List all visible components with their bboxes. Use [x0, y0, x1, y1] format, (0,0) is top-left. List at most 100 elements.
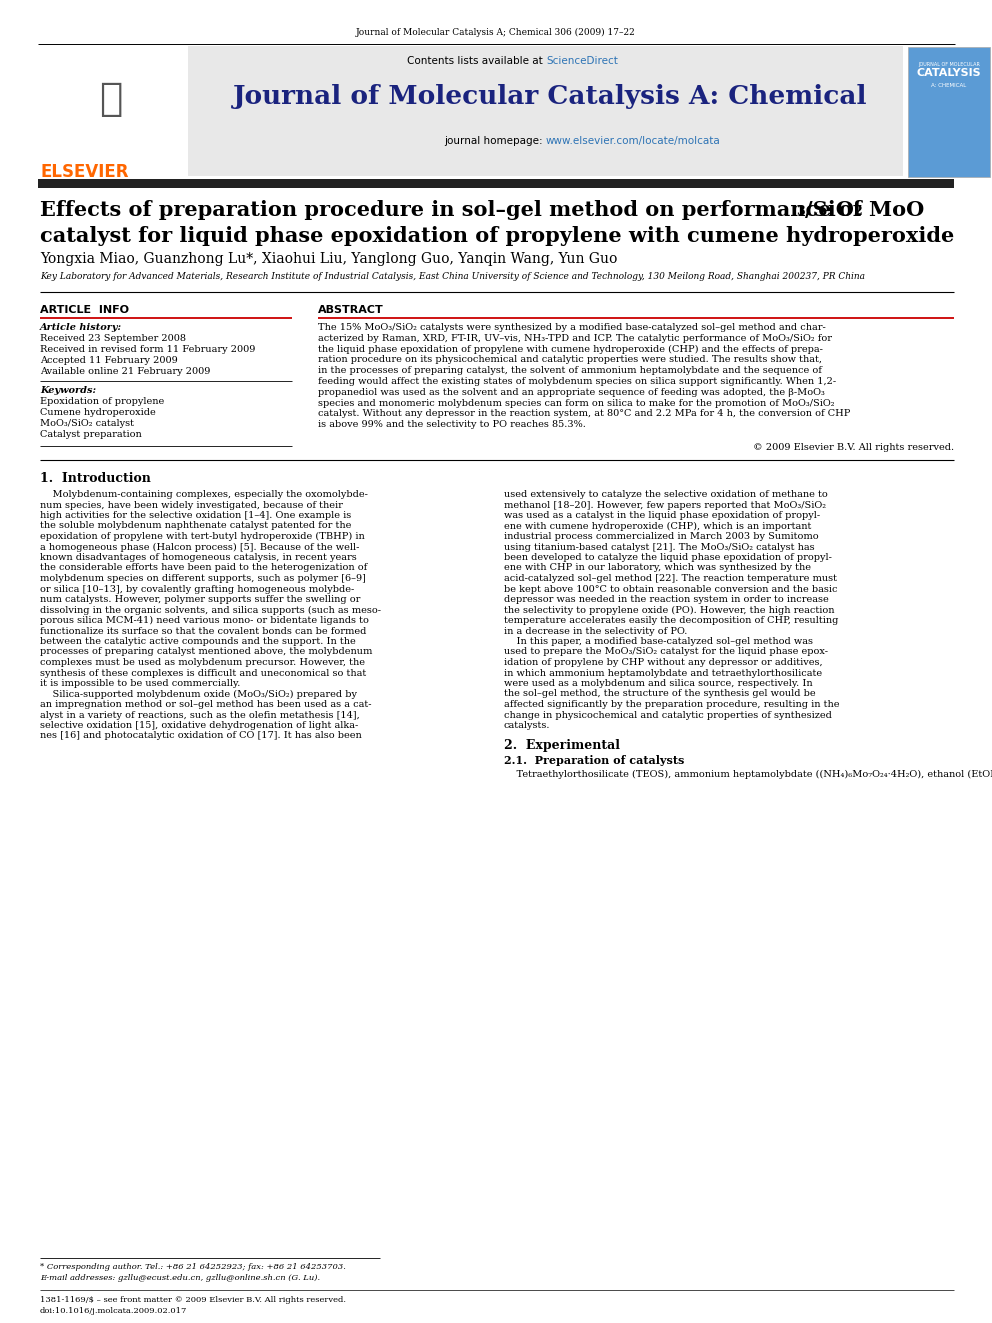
Text: alyst in a variety of reactions, such as the olefin metathesis [14],: alyst in a variety of reactions, such as…	[40, 710, 360, 720]
Text: Contents lists available at: Contents lists available at	[407, 56, 546, 66]
Text: nes [16] and photocatalytic oxidation of CO [17]. It has also been: nes [16] and photocatalytic oxidation of…	[40, 732, 362, 741]
Text: species and monomeric molybdenum species can form on silica to make for the prom: species and monomeric molybdenum species…	[318, 398, 834, 407]
Text: 3: 3	[796, 205, 805, 218]
Text: is above 99% and the selectivity to PO reaches 85.3%.: is above 99% and the selectivity to PO r…	[318, 421, 586, 429]
Text: propanediol was used as the solvent and an appropriate sequence of feeding was a: propanediol was used as the solvent and …	[318, 388, 825, 397]
Text: Cumene hydroperoxide: Cumene hydroperoxide	[40, 407, 156, 417]
Text: 2.  Experimental: 2. Experimental	[504, 740, 620, 753]
Text: Journal of Molecular Catalysis A; Chemical 306 (2009) 17–22: Journal of Molecular Catalysis A; Chemic…	[356, 28, 636, 37]
Text: an impregnation method or sol–gel method has been used as a cat-: an impregnation method or sol–gel method…	[40, 700, 371, 709]
Text: 1.  Introduction: 1. Introduction	[40, 472, 151, 486]
Text: porous silica MCM-41) need various mono- or bidentate ligands to: porous silica MCM-41) need various mono-…	[40, 617, 369, 626]
Text: The 15% MoO₃/SiO₂ catalysts were synthesized by a modified base-catalyzed sol–ge: The 15% MoO₃/SiO₂ catalysts were synthes…	[318, 323, 825, 332]
Text: In this paper, a modified base-catalyzed sol–gel method was: In this paper, a modified base-catalyzed…	[504, 636, 813, 646]
Text: /SiO: /SiO	[805, 200, 854, 220]
Text: using titanium-based catalyst [21]. The MoO₃/SiO₂ catalyst has: using titanium-based catalyst [21]. The …	[504, 542, 814, 552]
Text: CATALYSIS: CATALYSIS	[917, 67, 981, 78]
Text: 2: 2	[853, 205, 862, 218]
Text: industrial process commercialized in March 2003 by Sumitomo: industrial process commercialized in Mar…	[504, 532, 818, 541]
Text: known disadvantages of homogeneous catalysis, in recent years: known disadvantages of homogeneous catal…	[40, 553, 357, 562]
Text: used to prepare the MoO₃/SiO₂ catalyst for the liquid phase epox-: used to prepare the MoO₃/SiO₂ catalyst f…	[504, 647, 828, 656]
Text: Silica-supported molybdenum oxide (MoO₃/SiO₂) prepared by: Silica-supported molybdenum oxide (MoO₃/…	[40, 689, 357, 699]
Text: Tetraethylorthosilicate (TEOS), ammonium heptamolybdate ((NH₄)₆Mo₇O₂₄·4H₂O), eth: Tetraethylorthosilicate (TEOS), ammonium…	[504, 770, 992, 779]
Text: high activities for the selective oxidation [1–4]. One example is: high activities for the selective oxidat…	[40, 511, 351, 520]
Bar	[38, 48, 183, 161]
Text: ARTICLE  INFO: ARTICLE INFO	[40, 306, 129, 315]
Text: MoO₃/SiO₂ catalyst: MoO₃/SiO₂ catalyst	[40, 419, 134, 429]
Text: were used as a molybdenum and silica source, respectively. In: were used as a molybdenum and silica sou…	[504, 679, 812, 688]
Text: change in physicochemical and catalytic properties of synthesized: change in physicochemical and catalytic …	[504, 710, 832, 720]
Text: used extensively to catalyze the selective oxidation of methane to: used extensively to catalyze the selecti…	[504, 490, 827, 499]
Text: selective oxidation [15], oxidative dehydrogenation of light alka-: selective oxidation [15], oxidative dehy…	[40, 721, 358, 730]
Text: Article history:: Article history:	[40, 323, 122, 332]
Text: functionalize its surface so that the covalent bonds can be formed: functionalize its surface so that the co…	[40, 627, 366, 635]
Text: num species, have been widely investigated, because of their: num species, have been widely investigat…	[40, 500, 343, 509]
Text: A: CHEMICAL: A: CHEMICAL	[931, 83, 966, 89]
Text: Yongxia Miao, Guanzhong Lu*, Xiaohui Liu, Yanglong Guo, Yanqin Wang, Yun Guo: Yongxia Miao, Guanzhong Lu*, Xiaohui Liu…	[40, 251, 617, 266]
Text: molybdenum species on different supports, such as polymer [6–9]: molybdenum species on different supports…	[40, 574, 366, 583]
Text: it is impossible to be used commercially.: it is impossible to be used commercially…	[40, 679, 240, 688]
Bar	[38, 179, 954, 188]
Text: the sol–gel method, the structure of the synthesis gel would be: the sol–gel method, the structure of the…	[504, 689, 815, 699]
Text: methanol [18–20]. However, few papers reported that MoO₃/SiO₂: methanol [18–20]. However, few papers re…	[504, 500, 826, 509]
Text: dissolving in the organic solvents, and silica supports (such as meso-: dissolving in the organic solvents, and …	[40, 606, 381, 615]
Text: ene with cumene hydroperoxide (CHP), which is an important: ene with cumene hydroperoxide (CHP), whi…	[504, 521, 811, 531]
Text: the selectivity to propylene oxide (PO). However, the high reaction: the selectivity to propylene oxide (PO).…	[504, 606, 834, 615]
Text: ration procedure on its physicochemical and catalytic properties were studied. T: ration procedure on its physicochemical …	[318, 356, 822, 364]
Text: affected significantly by the preparation procedure, resulting in the: affected significantly by the preparatio…	[504, 700, 839, 709]
Text: a homogeneous phase (Halcon process) [5]. Because of the well-: a homogeneous phase (Halcon process) [5]…	[40, 542, 359, 552]
Text: © 2009 Elsevier B.V. All rights reserved.: © 2009 Elsevier B.V. All rights reserved…	[753, 443, 954, 452]
Text: been developed to catalyze the liquid phase epoxidation of propyl-: been developed to catalyze the liquid ph…	[504, 553, 832, 562]
Text: 2.1.  Preparation of catalysts: 2.1. Preparation of catalysts	[504, 755, 684, 766]
Text: depressor was needed in the reaction system in order to increase: depressor was needed in the reaction sys…	[504, 595, 828, 605]
Text: acid-catalyzed sol–gel method [22]. The reaction temperature must: acid-catalyzed sol–gel method [22]. The …	[504, 574, 837, 583]
Text: temperature accelerates easily the decomposition of CHP, resulting: temperature accelerates easily the decom…	[504, 617, 838, 624]
Text: Key Laboratory for Advanced Materials, Research Institute of Industrial Catalysi: Key Laboratory for Advanced Materials, R…	[40, 273, 865, 280]
Text: idation of propylene by CHP without any depressor or additives,: idation of propylene by CHP without any …	[504, 658, 822, 667]
Text: E-mail addresses: gzllu@ecust.edu.cn, gzllu@online.sh.cn (G. Lu).: E-mail addresses: gzllu@ecust.edu.cn, gz…	[40, 1274, 320, 1282]
Text: Epoxidation of propylene: Epoxidation of propylene	[40, 397, 165, 406]
Text: the soluble molybdenum naphthenate catalyst patented for the: the soluble molybdenum naphthenate catal…	[40, 521, 351, 531]
Text: journal homepage:: journal homepage:	[444, 136, 546, 146]
Text: 1381-1169/$ – see front matter © 2009 Elsevier B.V. All rights reserved.: 1381-1169/$ – see front matter © 2009 El…	[40, 1297, 346, 1304]
Text: JOURNAL OF MOLECULAR: JOURNAL OF MOLECULAR	[918, 62, 980, 67]
Text: between the catalytic active compounds and the support. In the: between the catalytic active compounds a…	[40, 636, 356, 646]
Bar	[188, 46, 903, 176]
Bar	[908, 48, 990, 177]
Text: be kept above 100°C to obtain reasonable conversion and the basic: be kept above 100°C to obtain reasonable…	[504, 585, 837, 594]
Text: Molybdenum-containing complexes, especially the oxomolybde-: Molybdenum-containing complexes, especia…	[40, 490, 368, 499]
Text: was used as a catalyst in the liquid phase epoxidation of propyl-: was used as a catalyst in the liquid pha…	[504, 511, 820, 520]
Text: Accepted 11 February 2009: Accepted 11 February 2009	[40, 356, 178, 365]
Text: Received 23 September 2008: Received 23 September 2008	[40, 333, 186, 343]
Text: Keywords:: Keywords:	[40, 386, 96, 396]
Text: 🌳: 🌳	[99, 79, 123, 118]
Text: Effects of preparation procedure in sol–gel method on performance of MoO: Effects of preparation procedure in sol–…	[40, 200, 925, 220]
Text: num catalysts. However, polymer supports suffer the swelling or: num catalysts. However, polymer supports…	[40, 595, 360, 605]
Text: ScienceDirect: ScienceDirect	[546, 56, 618, 66]
Text: doi:10.1016/j.molcata.2009.02.017: doi:10.1016/j.molcata.2009.02.017	[40, 1307, 187, 1315]
Text: in the processes of preparing catalyst, the solvent of ammonium heptamolybdate a: in the processes of preparing catalyst, …	[318, 366, 822, 376]
Text: Journal of Molecular Catalysis A: Chemical: Journal of Molecular Catalysis A: Chemic…	[233, 83, 867, 108]
Text: Received in revised form 11 February 2009: Received in revised form 11 February 200…	[40, 345, 255, 355]
Text: in which ammonium heptamolybdate and tetraethylorthosilicate: in which ammonium heptamolybdate and tet…	[504, 668, 822, 677]
Text: feeding would affect the existing states of molybdenum species on silica support: feeding would affect the existing states…	[318, 377, 836, 386]
Text: ELSEVIER: ELSEVIER	[40, 163, 129, 181]
Text: the liquid phase epoxidation of propylene with cumene hydroperoxide (CHP) and th: the liquid phase epoxidation of propylen…	[318, 344, 823, 353]
Text: Catalyst preparation: Catalyst preparation	[40, 430, 142, 439]
Text: epoxidation of propylene with tert-butyl hydroperoxide (TBHP) in: epoxidation of propylene with tert-butyl…	[40, 532, 365, 541]
Text: in a decrease in the selectivity of PO.: in a decrease in the selectivity of PO.	[504, 627, 687, 635]
Text: acterized by Raman, XRD, FT-IR, UV–vis, NH₃-TPD and ICP. The catalytic performan: acterized by Raman, XRD, FT-IR, UV–vis, …	[318, 333, 832, 343]
Text: catalysts.: catalysts.	[504, 721, 551, 730]
Text: synthesis of these complexes is difficult and uneconomical so that: synthesis of these complexes is difficul…	[40, 668, 366, 677]
Text: catalyst for liquid phase epoxidation of propylene with cumene hydroperoxide: catalyst for liquid phase epoxidation of…	[40, 226, 954, 246]
Text: complexes must be used as molybdenum precursor. However, the: complexes must be used as molybdenum pre…	[40, 658, 365, 667]
Text: * Corresponding author. Tel.: +86 21 64252923; fax: +86 21 64253703.: * Corresponding author. Tel.: +86 21 642…	[40, 1263, 346, 1271]
Text: catalyst. Without any depressor in the reaction system, at 80°C and 2.2 MPa for : catalyst. Without any depressor in the r…	[318, 409, 850, 418]
Text: processes of preparing catalyst mentioned above, the molybdenum: processes of preparing catalyst mentione…	[40, 647, 372, 656]
Text: www.elsevier.com/locate/molcata: www.elsevier.com/locate/molcata	[546, 136, 721, 146]
Text: Available online 21 February 2009: Available online 21 February 2009	[40, 366, 210, 376]
Text: ABSTRACT: ABSTRACT	[318, 306, 384, 315]
Text: the considerable efforts have been paid to the heterogenization of: the considerable efforts have been paid …	[40, 564, 367, 573]
Text: ene with CHP in our laboratory, which was synthesized by the: ene with CHP in our laboratory, which wa…	[504, 564, 811, 573]
Text: or silica [10–13], by covalently grafting homogeneous molybde-: or silica [10–13], by covalently graftin…	[40, 585, 354, 594]
